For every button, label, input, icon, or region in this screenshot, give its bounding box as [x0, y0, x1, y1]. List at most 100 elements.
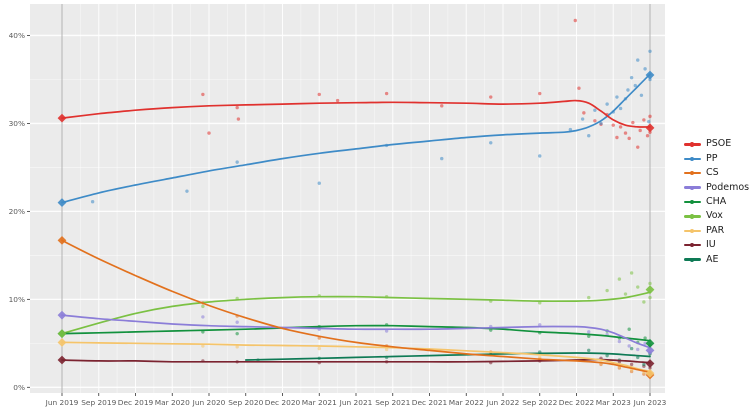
poll-point-vox [648, 281, 652, 286]
legend-label: CHA [706, 196, 727, 207]
poll-point-pp [599, 121, 603, 126]
legend-item-cs: CS [684, 166, 749, 180]
x-tick-label: Jun 2019 [45, 398, 79, 407]
legend-item-pp: PP [684, 151, 749, 165]
poll-point-par [538, 355, 542, 360]
trend-line-psoe [61, 99, 651, 128]
poll-point-psoe [236, 117, 241, 121]
legend-label: CS [706, 167, 719, 179]
poll-point-pp [643, 67, 647, 71]
legend-item-podemos: Podemos [684, 180, 749, 194]
legend-label: PP [706, 152, 718, 164]
poll-point-psoe [489, 95, 493, 99]
legend-label: PSOE [706, 138, 732, 150]
poll-point-cha [627, 327, 631, 331]
poll-point-pp [90, 200, 95, 204]
poll-point-psoe [631, 120, 635, 125]
x-tick-label: Jun 2020 [192, 398, 226, 407]
legend-label: IU [706, 239, 716, 251]
trend-line-vox [61, 291, 651, 335]
poll-point-ae [642, 362, 646, 367]
poll-point-psoe [384, 91, 389, 96]
poll-point-pp [605, 102, 609, 106]
poll-point-vox [648, 295, 652, 300]
legend-item-cha: CHA [684, 195, 749, 209]
poll-point-pp [538, 154, 542, 158]
poll-point-par [235, 345, 239, 349]
legend-item-vox: Vox [684, 209, 749, 223]
election-result-marker-par [645, 368, 655, 378]
poll-point-psoe [317, 92, 321, 97]
legend-item-iu: IU [684, 238, 749, 252]
poll-point-pp [317, 181, 321, 185]
legend-item-psoe: PSOE [684, 137, 749, 151]
poll-point-psoe [648, 114, 652, 119]
poll-point-pp [489, 141, 493, 145]
y-tick-label: 0% [13, 383, 25, 392]
poll-point-psoe [623, 131, 628, 135]
poll-point-ae [587, 348, 591, 353]
poll-point-podemos [235, 320, 239, 324]
poll-point-psoe [235, 105, 239, 110]
poll-point-psoe [611, 123, 615, 127]
legend-key-line-icon [684, 152, 701, 166]
poll-point-pp [647, 119, 651, 124]
poll-point-vox [642, 300, 646, 304]
legend-key-line-icon [684, 224, 701, 238]
legend-key-line-icon [684, 137, 701, 151]
election-result-marker-psoe [645, 123, 655, 133]
poll-point-pp [626, 88, 630, 92]
election-result-marker-psoe [57, 113, 67, 123]
x-tick-label: Dec 2019 [118, 398, 154, 407]
poll-point-podemos [643, 341, 647, 346]
poll-point-ae [636, 355, 640, 360]
legend-item-par: PAR [684, 223, 749, 237]
y-tick-label: 30% [9, 119, 25, 128]
legend-label: Vox [706, 210, 723, 222]
poll-point-podemos [627, 344, 631, 348]
election-result-marker-iu [645, 359, 655, 368]
poll-point-cha [235, 331, 239, 336]
poll-point-psoe [577, 86, 581, 90]
x-tick-label: Dec 2020 [265, 398, 301, 407]
poll-point-vox [587, 295, 591, 300]
election-result-marker-podemos [57, 310, 67, 320]
poll-point-podemos [538, 323, 542, 327]
poll-point-vox [629, 271, 634, 275]
x-tick-label: Jun 2023 [633, 398, 667, 407]
poll-point-psoe [538, 91, 542, 96]
poll-point-psoe [582, 111, 586, 115]
x-tick-label: Mar 2023 [596, 398, 631, 407]
poll-point-vox [605, 288, 609, 293]
poll-point-pp [440, 156, 444, 161]
poll-point-psoe [615, 135, 619, 140]
legend-key-line-icon [684, 195, 701, 209]
x-tick-label: Sep 2019 [81, 398, 116, 407]
chart-legend: PSOE PP CS Podemos CHA Vox PAR IU AE [684, 137, 749, 267]
trend-line-cha [61, 324, 651, 342]
y-tick-label: 10% [9, 295, 25, 304]
x-tick-label: Dec 2022 [559, 398, 594, 407]
x-tick-label: Sep 2022 [522, 398, 557, 407]
poll-point-psoe [645, 134, 650, 138]
poll-point-podemos [636, 347, 640, 352]
x-tick-label: Jun 2022 [486, 398, 520, 407]
poll-point-par [317, 346, 321, 351]
election-result-marker-pp [57, 198, 67, 207]
poll-point-podemos [201, 315, 205, 319]
poll-point-pp [185, 189, 189, 193]
poll-point-podemos [617, 339, 622, 344]
poll-point-vox [623, 292, 628, 296]
election-result-marker-cs [57, 236, 67, 245]
poll-point-iu [629, 362, 634, 367]
legend-label: PAR [706, 224, 725, 236]
x-tick-label: Mar 2022 [449, 398, 484, 407]
poll-point-pp [648, 49, 652, 53]
trend-line-ae [244, 352, 651, 361]
plot-panel [30, 4, 665, 393]
poll-point-pp [580, 117, 585, 121]
y-tick-label: 20% [9, 207, 25, 216]
poll-point-psoe [207, 131, 211, 135]
poll-point-pp [633, 83, 637, 88]
